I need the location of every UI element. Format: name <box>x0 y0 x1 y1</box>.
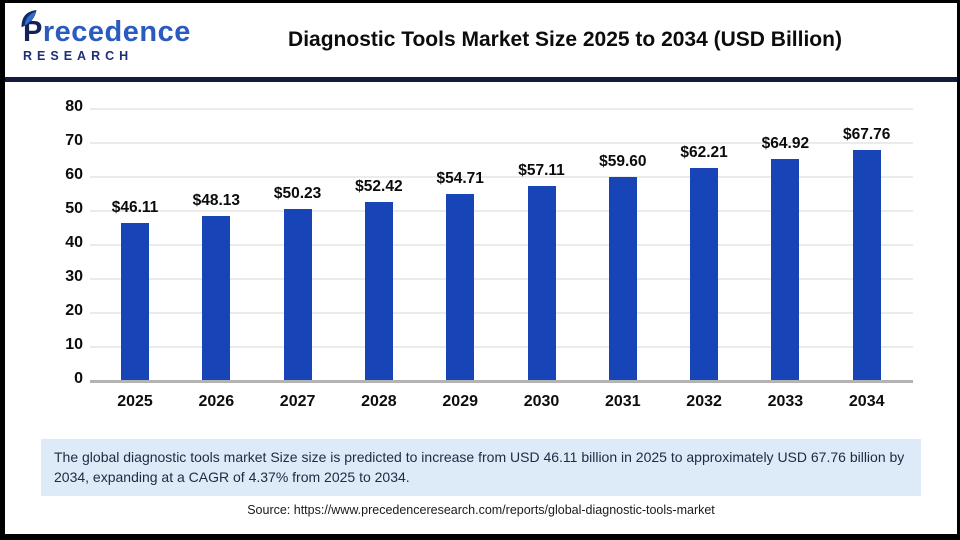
bar-value-label: $67.76 <box>842 126 891 143</box>
bar-2029 <box>446 194 475 380</box>
x-axis-tick-label: 2028 <box>361 393 397 410</box>
bar-value-label: $57.11 <box>518 162 565 179</box>
source-line: Source: https://www.precedenceresearch.c… <box>247 502 715 517</box>
x-axis-tick-label: 2025 <box>117 393 153 410</box>
gridline <box>90 210 913 212</box>
summary-box: The global diagnostic tools market Size … <box>41 439 921 496</box>
bar-value-label: $50.23 <box>273 185 322 202</box>
x-axis-tick-label: 2026 <box>198 393 235 410</box>
y-axis-tick-label: 10 <box>65 336 83 353</box>
x-axis-line <box>90 380 913 383</box>
bar-value-label: $46.11 <box>111 199 159 216</box>
logo-subtitle: RESEARCH <box>23 48 134 63</box>
y-axis-tick-label: 80 <box>65 98 83 115</box>
leaf-icon <box>21 9 37 27</box>
plot-area: 0 10 20 30 40 50 60 70 80 $46.11 2025 $48.13 2026 $50… <box>5 82 957 438</box>
x-axis-tick-label: 2033 <box>767 393 804 410</box>
y-axis-tick-label: 20 <box>65 302 83 319</box>
y-axis-tick-label: 70 <box>65 132 83 149</box>
bar-value-label: $62.21 <box>680 144 728 161</box>
bar-2033 <box>771 159 800 380</box>
bar-2030 <box>527 186 556 380</box>
logo-wordmark: Precedence <box>23 15 191 48</box>
bar-value-label: $48.13 <box>192 192 240 209</box>
bar-value-label: $54.71 <box>436 170 484 187</box>
y-axis-tick-label: 30 <box>65 268 83 285</box>
bar-value-label: $59.60 <box>599 153 647 170</box>
bar-2025 <box>121 223 149 380</box>
bar-2034 <box>852 150 881 380</box>
bar-2026 <box>202 216 231 380</box>
gridline <box>90 312 913 314</box>
x-axis-tick-label: 2032 <box>686 393 722 410</box>
bar-2027 <box>283 209 312 380</box>
y-axis-tick-label: 60 <box>65 166 83 183</box>
gridline <box>90 278 913 280</box>
header: Precedence RESEARCH Diagnostic Tools Mar… <box>5 3 957 82</box>
x-axis-tick-label: 2034 <box>848 393 885 410</box>
x-axis-tick-label: 2029 <box>442 393 478 410</box>
x-axis-tick-label: 2031 <box>605 393 641 410</box>
summary-text: The global diagnostic tools market Size … <box>54 449 905 486</box>
chart-title: Diagnostic Tools Market Size 2025 to 203… <box>288 28 842 51</box>
gridline <box>90 244 913 246</box>
y-axis-tick-label: 40 <box>65 234 83 251</box>
bar-chart: 0 10 20 30 40 50 60 70 80 $46.11 2025 $48.13 2026 $50… <box>5 82 957 438</box>
precedence-research-logo: Precedence RESEARCH <box>21 9 190 63</box>
bar-2028 <box>364 202 393 380</box>
gridline <box>90 176 913 178</box>
logo-wordmark-wrap: Precedence <box>21 9 191 48</box>
gridline <box>90 108 913 110</box>
bar-2032 <box>690 168 719 380</box>
y-axis-tick-label: 0 <box>74 370 83 387</box>
y-axis-tick-label: 50 <box>65 200 83 217</box>
gridline <box>90 346 913 348</box>
bar-value-label: $52.42 <box>355 178 403 195</box>
x-axis-tick-label: 2030 <box>523 393 560 410</box>
gridline <box>90 142 913 144</box>
bar-value-label: $64.92 <box>761 135 810 152</box>
bar-2031 <box>608 177 637 380</box>
x-axis-tick-label: 2027 <box>279 393 316 410</box>
